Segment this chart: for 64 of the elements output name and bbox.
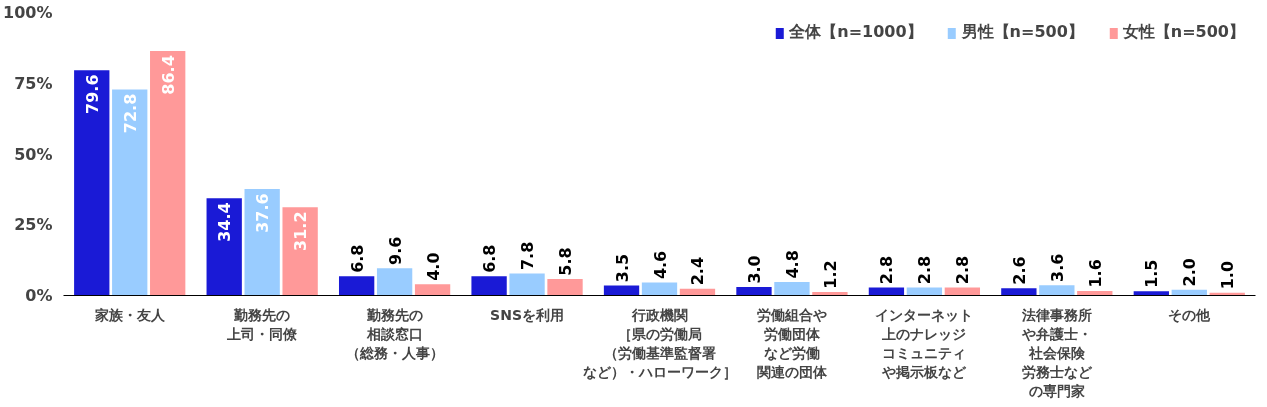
- x-tick-label: 法律事務所や弁護士・社会保険労務士などの専門家: [1020, 306, 1093, 400]
- bar: [641, 282, 678, 296]
- legend-label: 女性【n=500】: [1122, 22, 1245, 43]
- data-label: 2.4: [688, 256, 708, 286]
- x-tick-label: その他: [1168, 306, 1212, 323]
- x-tick-label: 労働組合や労働団体など労働関連の団体: [756, 306, 828, 381]
- x-tick-label: SNSを利用: [490, 306, 564, 323]
- x-tick-label: インターネット上のナレッジコミュニティや掲示板など: [875, 306, 974, 381]
- data-label: 2.8: [953, 255, 973, 285]
- data-label: 72.8: [120, 93, 140, 134]
- x-tick-label: 行政機関［県の労働局（労働基準監督署など）・ハローワーク］: [582, 306, 737, 381]
- data-label: 3.6: [1047, 253, 1067, 282]
- x-tick-label: 勤務先の上司・同僚: [226, 306, 299, 342]
- bar: [471, 276, 507, 296]
- data-label: 1.0: [1218, 260, 1238, 290]
- legend-label: 全体【n=1000】: [789, 22, 923, 43]
- bar: [282, 207, 318, 296]
- y-tick-label: 50%: [14, 144, 53, 164]
- bar: [376, 268, 413, 296]
- bar: [338, 276, 375, 296]
- data-label: 31.2: [291, 211, 311, 251]
- data-label: 5.8: [556, 247, 576, 276]
- data-label: 6.8: [480, 244, 500, 273]
- x-tick-label: 勤務先の相談窓口（総務・人事）: [345, 306, 444, 361]
- data-label: 2.8: [877, 255, 897, 285]
- bar: [509, 273, 545, 296]
- bar: [112, 89, 148, 296]
- data-label: 2.6: [1009, 256, 1029, 285]
- data-label: 4.6: [650, 250, 670, 280]
- bar: [206, 198, 242, 296]
- data-label: 6.8: [347, 244, 367, 273]
- bar: [1133, 291, 1169, 296]
- y-tick-label: 25%: [14, 215, 53, 235]
- data-label: 1.6: [1085, 259, 1105, 288]
- data-label: 37.6: [253, 193, 273, 233]
- x-tick-label: 家族・友人: [93, 306, 166, 323]
- bar: [774, 281, 810, 296]
- data-label: 2.0: [1180, 258, 1200, 287]
- data-label: 3.5: [612, 253, 632, 283]
- bar: [603, 285, 640, 296]
- data-label: 34.4: [215, 202, 235, 242]
- bar: [1039, 285, 1075, 296]
- bar: [736, 287, 772, 296]
- data-label: 4.0: [423, 252, 443, 281]
- data-label: 1.5: [1142, 259, 1162, 288]
- y-tick-label: 100%: [3, 3, 53, 22]
- data-label: 1.2: [820, 260, 840, 289]
- bar: [414, 284, 451, 296]
- data-label: 86.4: [158, 55, 178, 95]
- bar: [244, 189, 280, 296]
- data-label: 2.8: [915, 255, 935, 285]
- bar: [74, 70, 110, 296]
- bar: [547, 279, 583, 296]
- bar: [812, 292, 848, 296]
- data-label: 4.8: [782, 250, 802, 279]
- data-label: 79.6: [82, 74, 102, 114]
- legend-label: 男性【n=500】: [961, 22, 1084, 43]
- data-label: 7.8: [518, 241, 538, 271]
- bar: [150, 50, 186, 296]
- bar: [1001, 288, 1037, 296]
- data-label: 9.6: [385, 236, 405, 265]
- y-tick-label: 75%: [14, 73, 53, 93]
- y-tick-label: 0%: [25, 286, 53, 305]
- data-label: 3.0: [744, 255, 764, 284]
